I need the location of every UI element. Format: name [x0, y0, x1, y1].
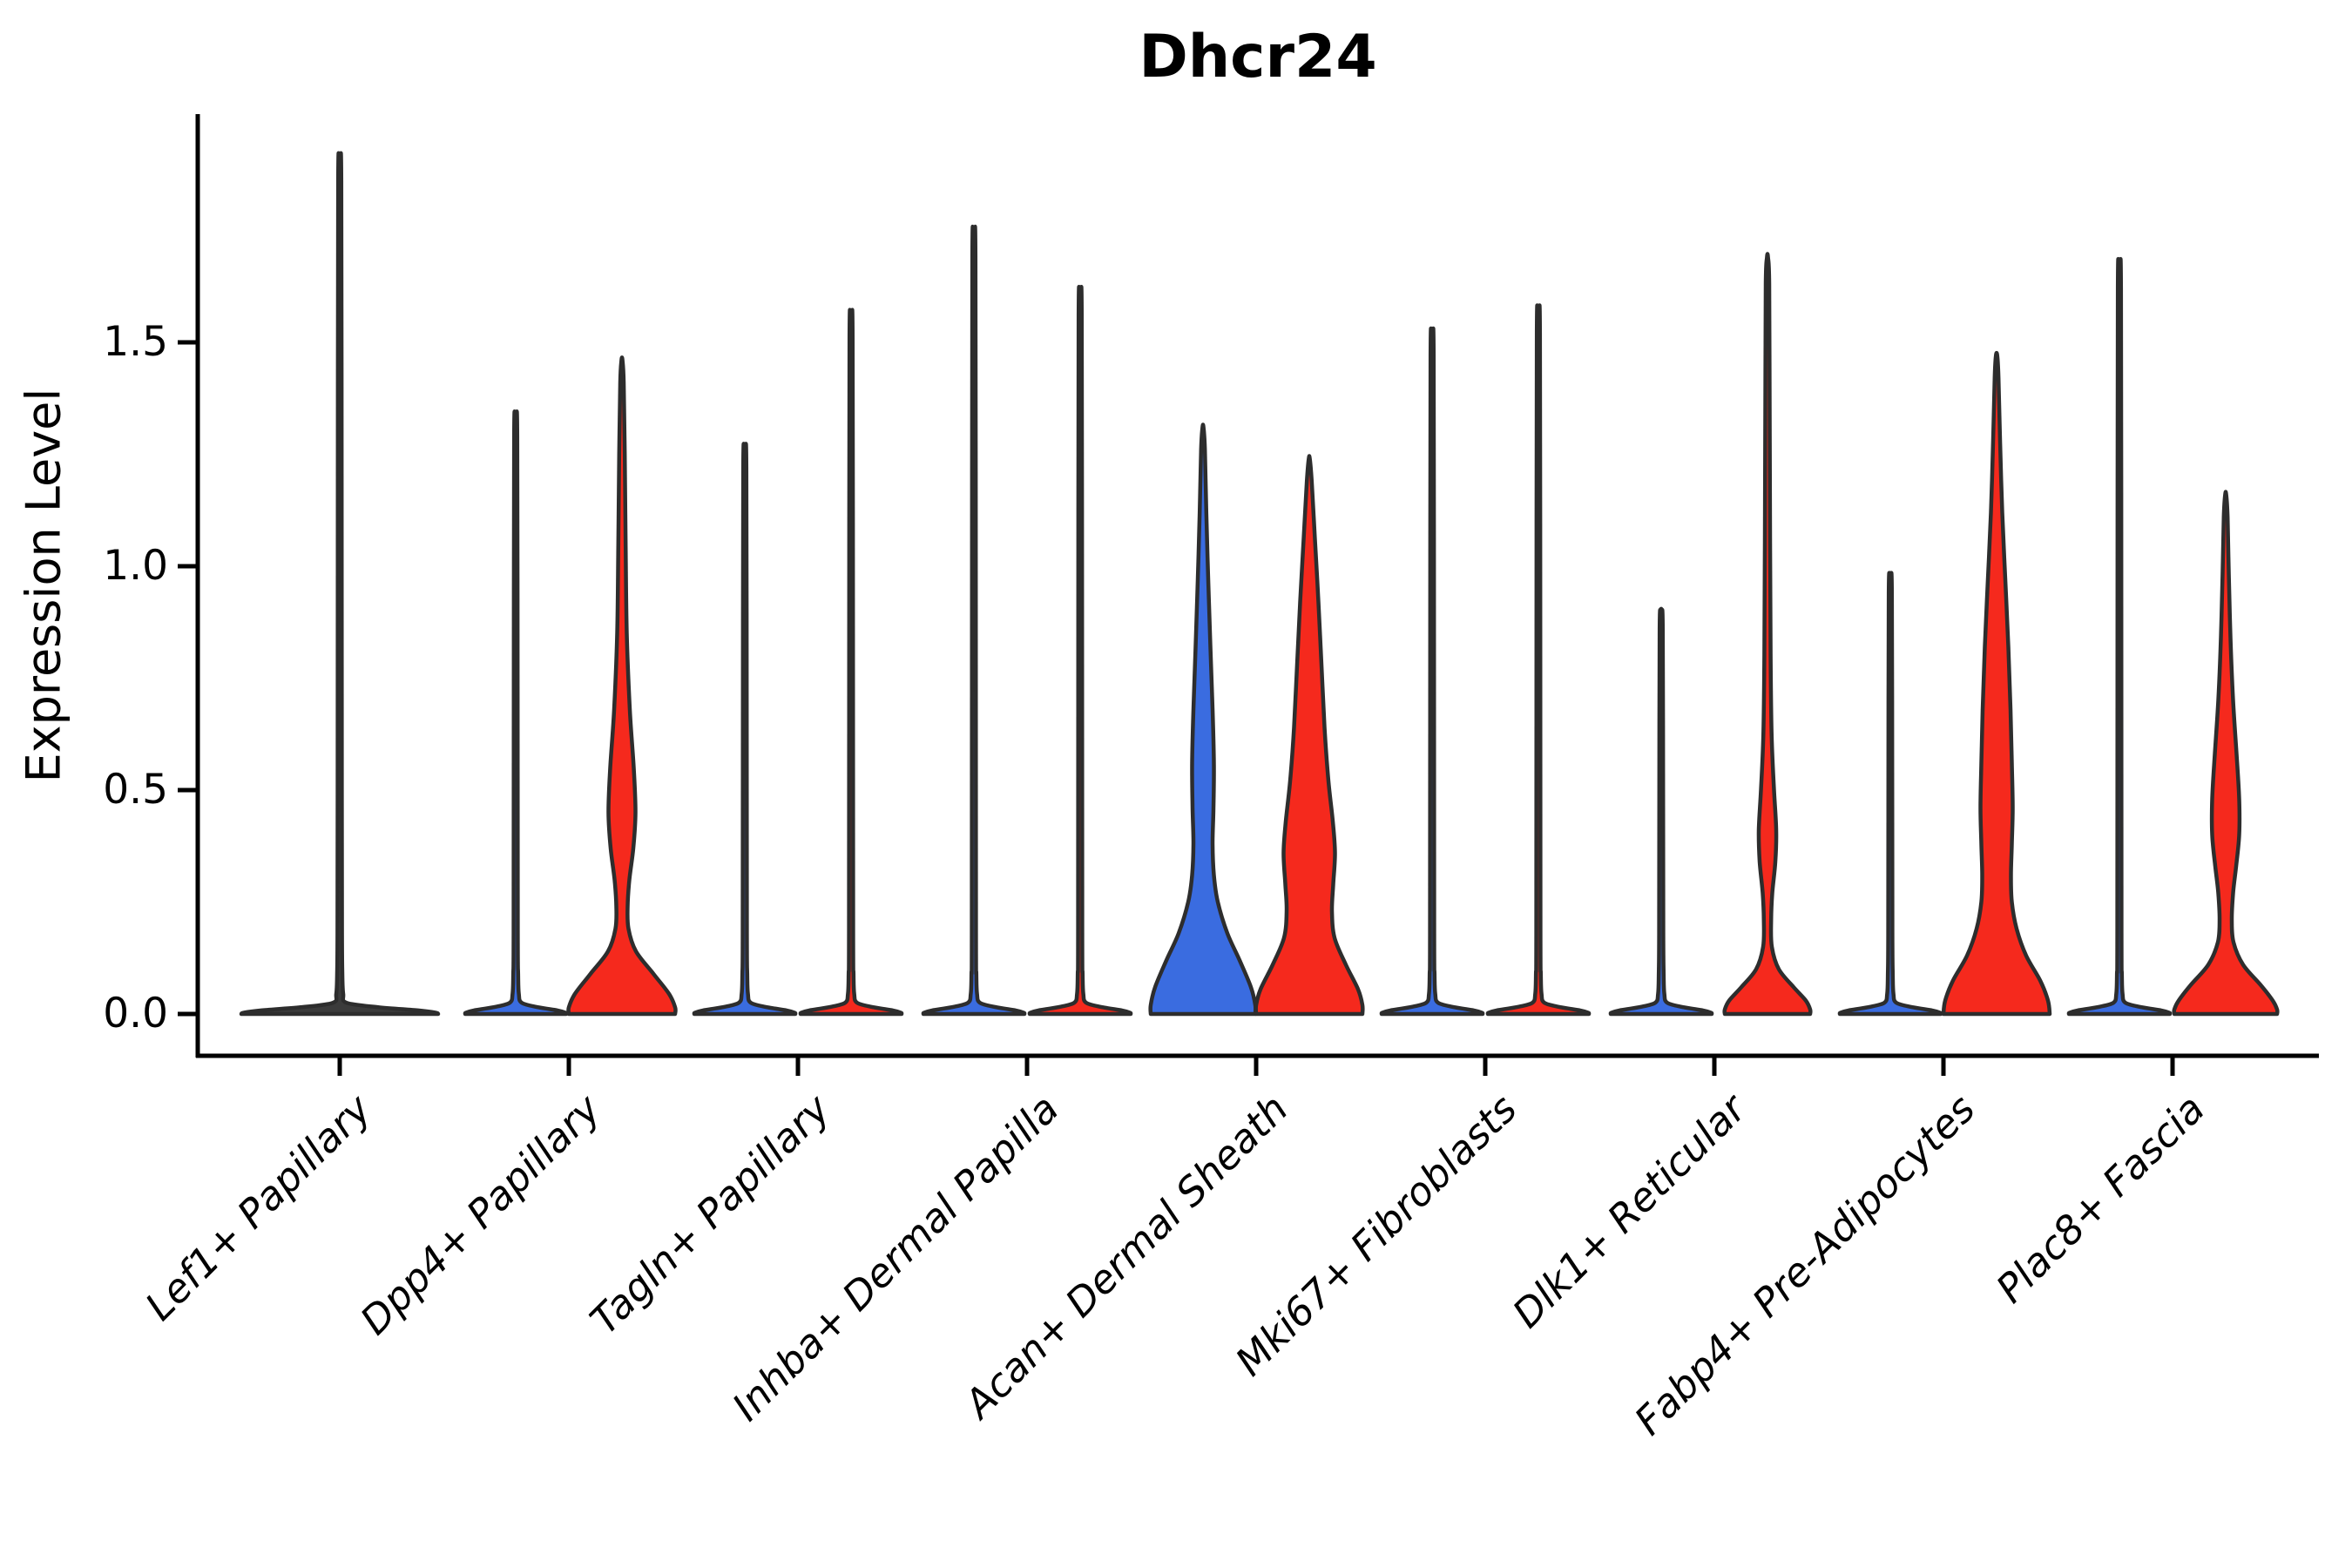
violin-fabp4-pre-adipocytes-left	[1837, 571, 1943, 1017]
violin-fabp4-pre-adipocytes-right	[1941, 350, 2052, 1017]
violin-inhba-dermal-papilla-right	[1027, 285, 1133, 1017]
violin-tagln-papillary-left	[692, 442, 798, 1017]
violin-inhba-dermal-papilla-left	[921, 225, 1027, 1017]
violin-dpp4-papillary-right	[566, 355, 678, 1017]
y-tick-label: 1.5	[103, 318, 168, 366]
y-tick-label: 0.0	[103, 990, 168, 1037]
violin-acan-dermal-sheath-left	[1148, 422, 1258, 1017]
violin-mki67-fibroblasts-right	[1485, 303, 1592, 1017]
y-tick-label: 0.5	[103, 766, 168, 814]
violin-mki67-fibroblasts-left	[1379, 326, 1485, 1017]
chart-title: Dhcr24	[1139, 23, 1377, 91]
violin-dpp4-papillary-left	[463, 409, 569, 1017]
violin-lef1-papillary-single	[239, 151, 441, 1017]
violin-tagln-papillary-right	[798, 308, 904, 1017]
violin-plac8-fascia-right	[2172, 490, 2280, 1017]
violin-dlk1-reticular-left	[1608, 606, 1714, 1017]
violin-dlk1-reticular-right	[1722, 252, 1813, 1017]
y-tick-label: 1.0	[103, 542, 168, 590]
violin-acan-dermal-sheath-right	[1254, 454, 1365, 1017]
violin-plac8-fascia-left	[2066, 257, 2173, 1017]
